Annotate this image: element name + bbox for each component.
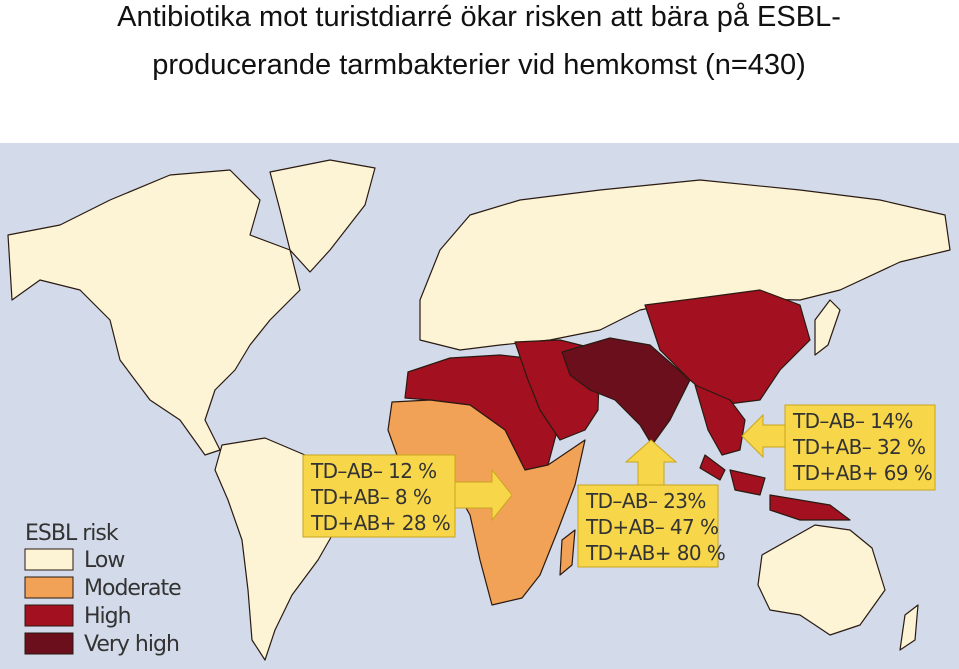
title-line: producerande tarmbakterier vid hemkomst …	[152, 49, 806, 81]
callout-box	[577, 484, 719, 568]
title-line: Antibiotika mot turistdiarré ökar risken…	[117, 1, 841, 33]
callout-line: TD+AB– 8 %	[310, 485, 431, 509]
callout-line: TD+AB– 47 %	[585, 515, 718, 539]
east-asia	[644, 289, 811, 406]
callout-line: TD–AB– 23%	[585, 489, 706, 513]
legend-swatch	[24, 548, 74, 571]
legend-swatch	[24, 576, 74, 599]
new-zealand	[899, 604, 919, 651]
indonesia	[699, 454, 851, 521]
legend-swatch	[24, 632, 74, 655]
legend: ESBL risk Low Moderate High Very high	[24, 521, 182, 657]
callout-box	[784, 404, 936, 491]
japan	[814, 299, 841, 356]
callout-line: TD–AB– 14%	[792, 409, 913, 433]
callout-arrow	[454, 468, 513, 522]
callout-arrow	[624, 439, 678, 486]
southeast-asia	[694, 384, 746, 456]
legend-swatch	[24, 604, 74, 627]
callout-arrow	[741, 413, 786, 459]
greenland	[269, 159, 376, 273]
legend-title: ESBL risk	[25, 521, 119, 546]
callout-line: TD–AB– 12 %	[310, 459, 437, 483]
callout-line: TD+AB– 32 %	[792, 435, 925, 459]
legend-label: Moderate	[84, 576, 181, 601]
north-america	[7, 169, 301, 456]
callout-box	[302, 454, 456, 538]
australia	[757, 524, 886, 636]
callout-line: TD+AB+ 80 %	[585, 541, 725, 565]
legend-label: Low	[84, 548, 125, 573]
callouts: TD–AB– 12 %TD+AB– 8 %TD+AB+ 28 % TD–AB– 2…	[302, 404, 936, 568]
callout-line: TD+AB+ 69 %	[792, 461, 932, 485]
legend-label: Very high	[84, 632, 179, 657]
madagascar	[559, 529, 576, 576]
legend-label: High	[84, 604, 131, 629]
callout-line: TD+AB+ 28 %	[310, 511, 450, 535]
